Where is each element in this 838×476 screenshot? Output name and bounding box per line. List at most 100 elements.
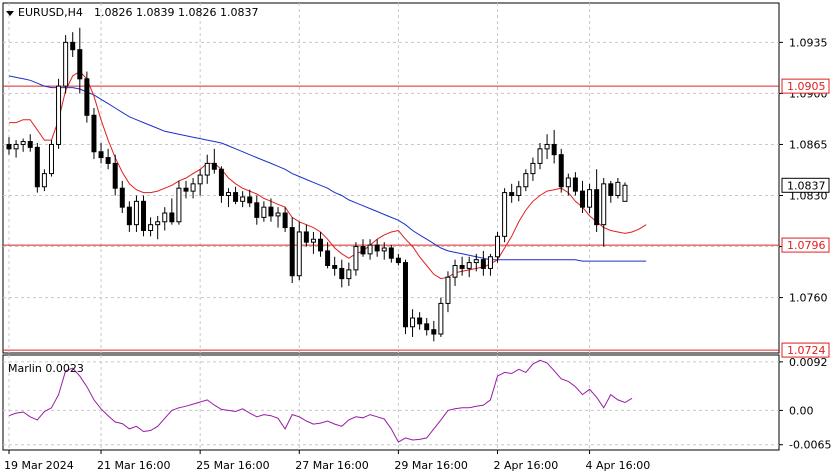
- candle-body: [523, 173, 529, 188]
- candle-body: [105, 157, 111, 164]
- candle-body: [594, 189, 600, 226]
- candle-body: [296, 231, 302, 277]
- candle-body: [402, 262, 408, 328]
- candle-body: [84, 78, 90, 116]
- price-panel-frame: [2, 2, 780, 354]
- candle: [204, 154, 210, 184]
- candlesticks: [6, 27, 628, 342]
- candle: [63, 35, 69, 94]
- candle: [162, 207, 168, 231]
- price-tag: 1.0905: [781, 78, 830, 94]
- candle-body: [218, 168, 224, 196]
- candle-body: [381, 247, 387, 252]
- candle: [20, 138, 26, 152]
- candle: [148, 217, 154, 237]
- candle: [502, 188, 508, 243]
- candle-body: [289, 227, 295, 277]
- candle: [473, 253, 479, 272]
- candle-body: [346, 269, 352, 280]
- candle: [395, 253, 401, 266]
- candle: [381, 242, 387, 260]
- candle: [183, 180, 189, 199]
- candle: [126, 201, 132, 232]
- symbol-dropdown-icon[interactable]: [6, 11, 14, 16]
- candle-body: [77, 49, 83, 80]
- candle: [615, 178, 621, 199]
- candle-body: [410, 317, 416, 328]
- candle-body: [275, 212, 281, 217]
- time-tick-label: 4 Apr 16:00: [586, 459, 651, 472]
- candle-body: [473, 259, 479, 264]
- candle: [487, 253, 493, 276]
- candle: [218, 166, 224, 203]
- candle-body: [509, 192, 515, 196]
- price-tick-label: 1.0935: [789, 36, 828, 49]
- candle-body: [91, 114, 97, 153]
- candle-body: [516, 186, 522, 196]
- candle-body: [360, 246, 366, 255]
- candle-body: [431, 329, 437, 335]
- candle-body: [155, 221, 161, 226]
- candle-body: [211, 162, 217, 170]
- candle-body: [310, 238, 316, 243]
- candle: [233, 186, 239, 205]
- candle: [587, 183, 593, 213]
- candle-body: [141, 200, 147, 231]
- candle: [303, 224, 309, 247]
- candle-body: [63, 41, 69, 87]
- candle: [424, 318, 430, 336]
- candle-body: [247, 196, 253, 204]
- candle: [91, 108, 97, 160]
- candle: [523, 169, 529, 192]
- candle: [48, 140, 54, 177]
- time-tick-label: 25 Mar 16:00: [196, 459, 269, 472]
- candle: [537, 143, 543, 170]
- indicator-axis: 0.0092 0.00 -0.0065: [779, 356, 831, 452]
- candle: [247, 189, 253, 208]
- candle: [197, 169, 203, 196]
- candle-body: [148, 224, 154, 232]
- candle: [360, 239, 366, 257]
- candle-body: [268, 206, 274, 217]
- candle: [601, 178, 607, 247]
- candle: [530, 157, 536, 181]
- candle-body: [544, 143, 550, 150]
- candle-body: [261, 206, 267, 218]
- candle: [289, 217, 295, 283]
- price-axis: 1.09351.09001.08651.08301.07951.07601.09…: [779, 36, 830, 358]
- candle: [445, 271, 451, 313]
- candle: [417, 312, 423, 330]
- candle: [34, 143, 40, 193]
- candle-body: [388, 247, 394, 259]
- candle-body: [587, 189, 593, 208]
- candle: [410, 309, 416, 337]
- price-tag-label: 1.0905: [787, 80, 826, 93]
- candle: [438, 297, 444, 337]
- candle-body: [374, 244, 380, 252]
- candle: [622, 182, 628, 202]
- candle: [119, 180, 125, 213]
- candle: [176, 180, 182, 225]
- candle-body: [487, 256, 493, 269]
- candle: [374, 239, 380, 257]
- time-tick-label: 2 Apr 16:00: [494, 459, 559, 472]
- price-tag-box: [781, 342, 830, 358]
- candle: [275, 207, 281, 228]
- candle-body: [169, 212, 175, 223]
- candle: [431, 320, 437, 342]
- candle: [84, 71, 90, 123]
- candle-body: [303, 231, 309, 243]
- candle: [466, 256, 472, 278]
- candle-body: [565, 177, 571, 188]
- candle: [388, 245, 394, 263]
- candle-body: [162, 212, 168, 223]
- candle: [318, 231, 324, 257]
- candle-body: [133, 200, 139, 226]
- indicator-panel: 0.0092 0.00 -0.0065 Marlin 0.0023: [2, 354, 831, 452]
- candle: [572, 172, 578, 196]
- candle-body: [56, 85, 62, 145]
- candle: [254, 195, 260, 225]
- candle: [6, 137, 12, 155]
- candle: [56, 78, 62, 149]
